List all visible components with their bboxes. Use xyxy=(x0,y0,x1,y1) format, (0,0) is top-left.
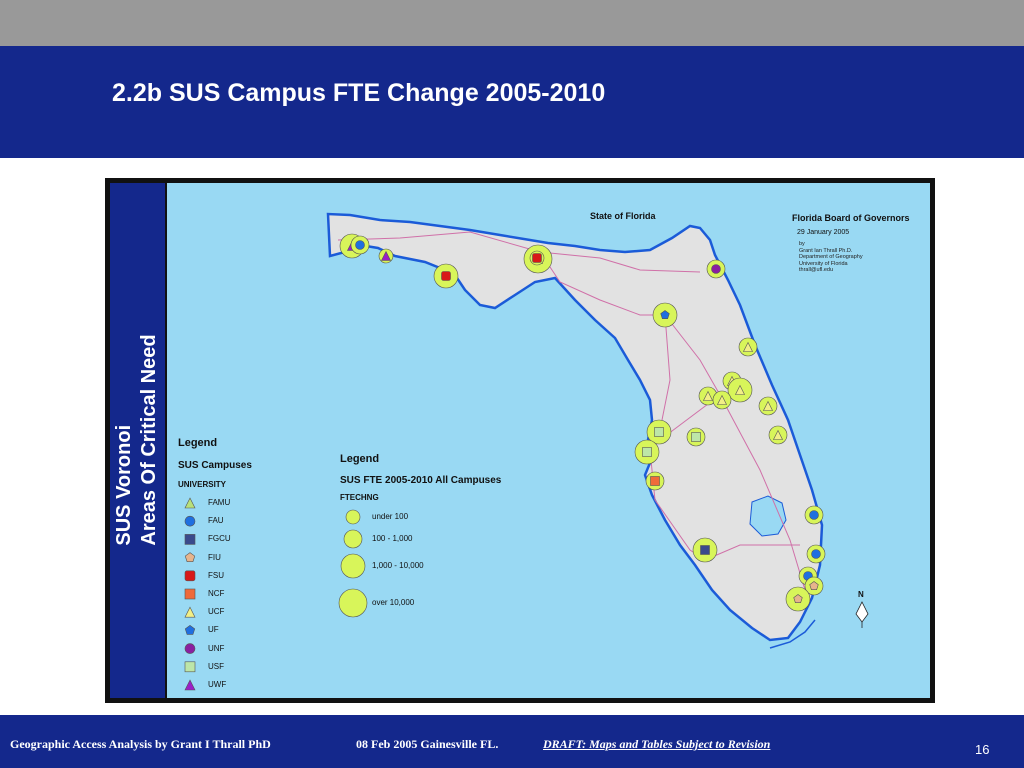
north-arrow-label: N xyxy=(858,590,864,599)
footer-draft-note: DRAFT: Maps and Tables Subject to Revisi… xyxy=(543,737,771,751)
credit-line: Grant Ian Thrall Ph.D. xyxy=(799,247,853,254)
campus-marker-fiu xyxy=(793,594,803,603)
campus-marker-ucf xyxy=(773,429,783,440)
legend-campus-title: Legend xyxy=(178,437,218,449)
florida-keys xyxy=(769,619,816,649)
credit-line: by xyxy=(799,241,805,247)
campus-marker-fgcu xyxy=(700,545,710,555)
campus-marker-unf xyxy=(711,264,721,274)
campus-marker-fiu xyxy=(809,581,819,590)
florida-land xyxy=(326,212,824,642)
campus-marker-ucf xyxy=(743,341,753,352)
campus-marker-uf xyxy=(660,310,670,319)
campus-marker-fsu xyxy=(532,253,542,263)
legend-item-fgcu: FGCU xyxy=(208,534,231,544)
legend-campus-subtitle: SUS Campuses xyxy=(178,460,252,471)
legend-symbol-fgcu xyxy=(184,534,196,545)
legend-fte-subtitle: SUS FTE 2005-2010 All Campuses xyxy=(340,475,502,486)
slide-header xyxy=(0,46,1024,158)
footer-date-place: 08 Feb 2005 Gainesville FL. xyxy=(356,737,499,751)
lake-okeechobee xyxy=(749,495,787,537)
legend-item-unf: UNF xyxy=(208,643,225,653)
campus-marker-fsu xyxy=(441,271,451,281)
legend-symbol-ucf xyxy=(184,606,196,618)
campus-marker-ucf xyxy=(763,400,773,411)
slide-footer xyxy=(0,715,1024,768)
map-sidebar xyxy=(110,183,165,698)
credit-line: Department of Geography xyxy=(799,254,863,260)
slide-title: 2.2b SUS Campus FTE Change 2005-2010 xyxy=(112,79,606,107)
legend-item-ncf: NCF xyxy=(208,589,225,598)
legend-symbol-ncf xyxy=(184,588,196,600)
legend-symbol-usf xyxy=(184,661,196,673)
fte-class-circle xyxy=(338,588,368,618)
campus-marker-fau xyxy=(355,240,365,250)
board-title: Florida Board of Governors xyxy=(792,213,910,223)
legend-symbol-unf xyxy=(184,643,196,654)
fte-class-label: 1,000 - 10,000 xyxy=(372,561,424,570)
campus-marker-uwf xyxy=(381,250,391,261)
legend-fte-field: FTECHNG xyxy=(340,493,379,502)
footer-author: Geographic Access Analysis by Grant I Th… xyxy=(10,737,271,751)
legend-item-uwf: UWF xyxy=(208,680,227,689)
legend-symbol-uwf xyxy=(184,679,196,691)
campus-marker-ucf xyxy=(717,394,727,405)
campus-marker-usf xyxy=(642,447,652,457)
top-gray-band xyxy=(0,0,1024,46)
legend-item-fau: FAU xyxy=(208,516,224,526)
fte-class-circle xyxy=(345,509,361,525)
legend-symbol-uf xyxy=(184,625,196,635)
fte-class-label: 100 - 1,000 xyxy=(372,534,413,543)
campus-marker-ucf xyxy=(735,384,745,395)
legend-item-famu: FAMU xyxy=(208,498,231,507)
legend-symbol-fsu xyxy=(184,570,196,582)
campus-marker-usf xyxy=(691,432,701,442)
fte-class-label: under 100 xyxy=(372,512,409,521)
campus-marker-ucf xyxy=(703,390,713,401)
legend-symbol-famu xyxy=(184,497,196,509)
campus-marker-usf xyxy=(654,427,664,437)
legend-campus-field: UNIVERSITY xyxy=(178,480,227,489)
fte-class-circle xyxy=(340,553,366,579)
campus-marker-fau xyxy=(811,549,821,559)
legend-item-usf: USF xyxy=(208,661,224,671)
legend-item-ucf: UCF xyxy=(208,607,225,617)
fte-class-label: over 10,000 xyxy=(372,598,415,607)
campus-marker-fau xyxy=(809,510,819,520)
credit-line: thrall@ufl.edu xyxy=(799,267,834,273)
board-credits: by Grant Ian Thrall Ph.D. Department of … xyxy=(799,241,863,274)
fte-class-circle xyxy=(343,529,363,549)
legend-symbol-fiu xyxy=(184,552,196,562)
legend-item-fsu: FSU xyxy=(208,570,224,580)
board-date: 29 January 2005 xyxy=(797,229,850,236)
page-number: 16 xyxy=(975,742,990,757)
legend-item-fiu: FIU xyxy=(208,552,221,562)
state-label: State of Florida xyxy=(590,211,656,221)
credit-line: University of Florida xyxy=(799,260,848,267)
legend-fte-title: Legend xyxy=(340,453,380,465)
legend-symbol-fau xyxy=(184,515,196,527)
campus-marker-ncf xyxy=(650,476,660,486)
legend-item-uf: UF xyxy=(208,625,219,635)
